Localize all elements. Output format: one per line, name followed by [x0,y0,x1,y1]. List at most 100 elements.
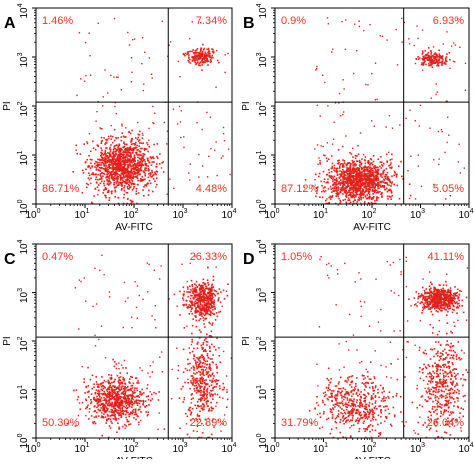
data-point [215,87,216,88]
data-point [189,407,191,409]
data-point [133,186,135,188]
data-point [405,118,406,119]
data-point [133,409,135,411]
data-point [113,389,115,391]
data-point [203,394,205,396]
data-point [383,163,385,165]
data-point [150,182,152,184]
data-point [436,65,438,67]
data-point [192,397,194,399]
data-point [131,140,133,142]
data-point [333,177,335,179]
data-point [97,159,99,161]
y-tick-label: 103 [256,52,269,67]
data-point [331,155,333,157]
data-point [121,136,123,138]
data-point [139,165,141,167]
data-point [127,297,128,298]
data-point [115,150,117,152]
data-point [193,292,195,294]
data-point [371,162,373,164]
data-point [367,371,369,373]
data-point [102,168,104,170]
data-point [384,176,386,178]
data-point [91,165,93,167]
data-point [98,184,100,186]
data-point [137,380,139,382]
data-point [373,161,375,163]
data-point [224,72,225,73]
data-point [210,56,212,58]
data-point [360,180,362,182]
data-point [207,405,209,407]
data-point [151,164,153,166]
data-point [390,164,392,166]
data-point [106,389,108,391]
data-point [370,172,372,174]
data-point [435,94,436,95]
data-point [209,292,211,294]
y-axis-label: PI [241,101,252,110]
data-point [196,57,198,59]
data-point [115,408,117,410]
data-point [144,167,146,169]
data-point [373,181,375,183]
data-point [197,347,199,349]
data-point [417,38,418,39]
data-point [134,389,136,391]
data-point [333,190,335,192]
data-point [208,297,210,299]
data-point [371,198,373,200]
data-point [109,398,111,400]
data-point [364,175,366,177]
data-point [216,338,217,339]
data-point [89,165,91,167]
data-point [106,158,108,160]
data-point [376,171,378,173]
data-point [373,184,375,186]
data-point [360,164,362,166]
data-point [96,303,97,304]
data-point [216,367,218,369]
data-point [94,421,96,423]
data-point [206,49,208,51]
data-point [129,413,131,415]
data-point [345,177,347,179]
data-point [347,185,349,187]
data-point [199,301,201,303]
data-point [381,176,383,178]
data-point [142,156,144,158]
data-point [151,315,152,316]
data-point [134,176,136,178]
data-point [365,180,367,182]
data-point [206,333,208,335]
data-point [365,163,367,165]
data-point [340,176,341,177]
data-point [108,388,110,390]
data-point [107,190,109,192]
data-point [209,53,210,54]
data-point [377,158,379,160]
data-point [345,49,346,50]
data-point [103,274,104,275]
data-point [102,400,103,401]
data-point [143,170,145,172]
data-point [208,156,209,157]
data-point [109,168,111,170]
data-point [127,188,129,190]
data-point [108,136,109,137]
y-tick-label: 104 [256,3,269,18]
data-point [349,152,351,154]
scatter-points [72,18,230,204]
data-point [137,395,139,397]
data-point [441,64,443,66]
data-point [356,50,357,51]
data-point [134,396,136,398]
data-point [331,171,333,173]
data-point [190,164,191,165]
data-point [217,316,219,318]
data-point [146,142,148,144]
x-tick-label: 101 [74,208,89,221]
data-point [162,371,163,372]
data-point [130,389,132,391]
